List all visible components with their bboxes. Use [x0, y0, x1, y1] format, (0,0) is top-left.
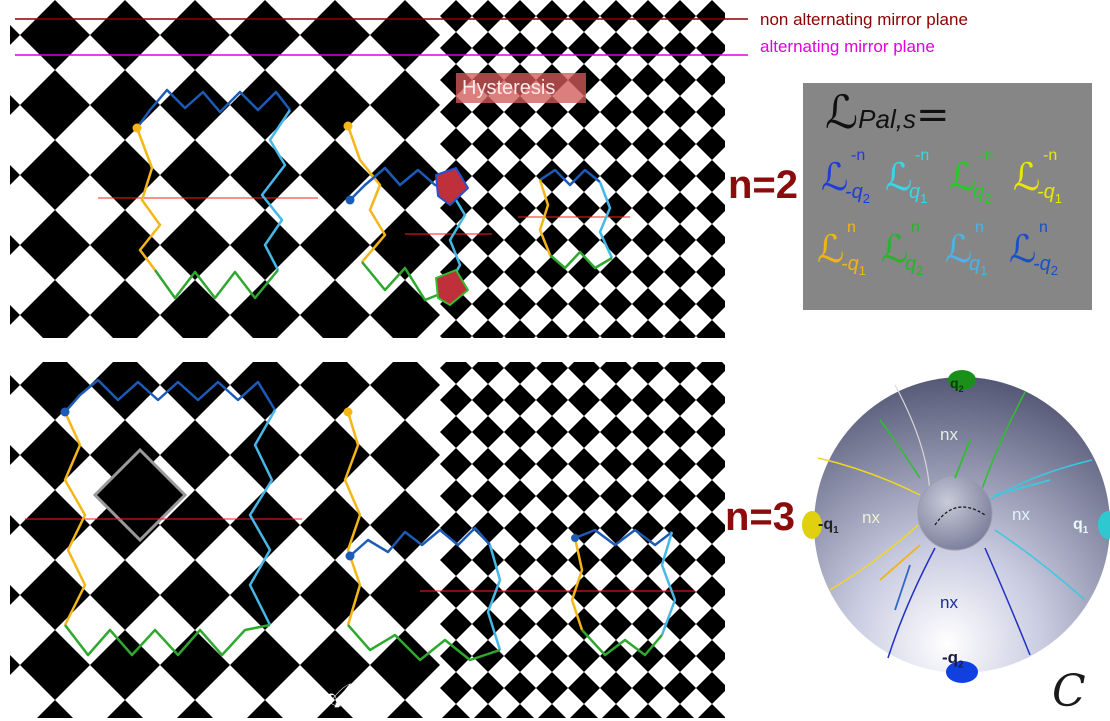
operator-superscript: n	[911, 219, 920, 236]
sphere-label-top: q2	[950, 375, 964, 394]
operator-term: ℒ -n -q1	[1013, 147, 1077, 211]
operator-superscript: -n	[915, 147, 930, 164]
operator-superscript: -n	[979, 147, 994, 164]
operator-superscript: -n	[851, 147, 866, 164]
region-label-left: nx	[862, 508, 880, 527]
loop-bottom-middle	[343, 407, 502, 662]
hysteresis-label: Hysteresis	[456, 73, 586, 103]
operator-subscript-index: 2	[1050, 263, 1059, 278]
panel-label-a: 𝒜	[316, 676, 349, 716]
operator-subscript: -q2	[1033, 253, 1059, 278]
operator-term: ℒ -n q2	[949, 147, 1013, 211]
operator-subscript-index: 2	[916, 263, 924, 278]
panel-title-equals: =	[915, 92, 950, 138]
operator-symbol: ℒ	[881, 227, 909, 271]
loop-bottom-left	[60, 378, 277, 657]
operator-symbol: ℒ	[1013, 155, 1041, 199]
panel-label-c: C	[1052, 666, 1086, 717]
operator-term: ℒ -n -q2	[821, 147, 885, 211]
alternating-legend: alternating mirror plane	[760, 37, 935, 56]
sphere-label-left: -q1	[818, 516, 839, 537]
operator-symbol: ℒ	[945, 227, 973, 271]
loop-top-left	[132, 88, 292, 300]
operator-subscript: -q1	[1037, 181, 1063, 206]
sphere-diagram	[802, 370, 1110, 683]
operator-symbol: ℒ	[949, 155, 977, 199]
operator-subscript-index: 1	[980, 263, 988, 278]
non-alternating-legend: non alternating mirror plane	[760, 10, 968, 29]
operator-superscript: n	[847, 219, 856, 236]
reference-lines	[25, 197, 695, 592]
region-label-bottom: nx	[940, 593, 958, 612]
operator-subscript-index: 2	[862, 191, 871, 206]
operator-subscript: q1	[909, 181, 928, 206]
operator-symbol: ℒ	[817, 227, 845, 271]
operator-row-negative: ℒ -n -q2 ℒ -n q1 ℒ -n q2 ℒ -n -q1	[821, 147, 1091, 211]
operator-superscript: n	[1039, 219, 1048, 236]
operator-subscript: q2	[905, 253, 924, 278]
operator-subscript-index: 1	[920, 191, 928, 206]
n2-label: n=2	[728, 163, 799, 207]
operator-term: ℒ -n q1	[885, 147, 949, 211]
operator-subscript: q2	[973, 181, 992, 206]
operator-superscript: n	[975, 219, 984, 236]
operator-subscript: q1	[969, 253, 988, 278]
n3-label: n=3	[725, 495, 796, 539]
region-label-right: nx	[1012, 505, 1030, 524]
operator-subscript-index: 1	[1054, 191, 1063, 206]
operator-subscript-index: 1	[858, 263, 867, 278]
operator-symbol: ℒ	[821, 155, 849, 199]
highlighted-tile	[92, 447, 188, 543]
panel-title-symbol: ℒ	[825, 85, 859, 139]
sphere-label-bottom: -q2	[942, 648, 964, 671]
loop-top-right	[538, 168, 614, 270]
operator-symbol: ℒ	[1009, 227, 1037, 271]
loop-bottom-right	[570, 528, 677, 657]
operator-superscript: -n	[1043, 147, 1058, 164]
sphere-label-right: q1	[1073, 516, 1089, 537]
operator-symbol: ℒ	[885, 155, 913, 199]
panel-title-subscript: Pal,s	[858, 104, 916, 134]
operator-subscript: -q2	[845, 181, 871, 206]
region-label-top: nx	[940, 425, 958, 444]
loop-top-middle	[343, 121, 469, 306]
operator-subscript-index: 2	[984, 191, 992, 206]
operator-subscript: -q1	[841, 253, 867, 278]
